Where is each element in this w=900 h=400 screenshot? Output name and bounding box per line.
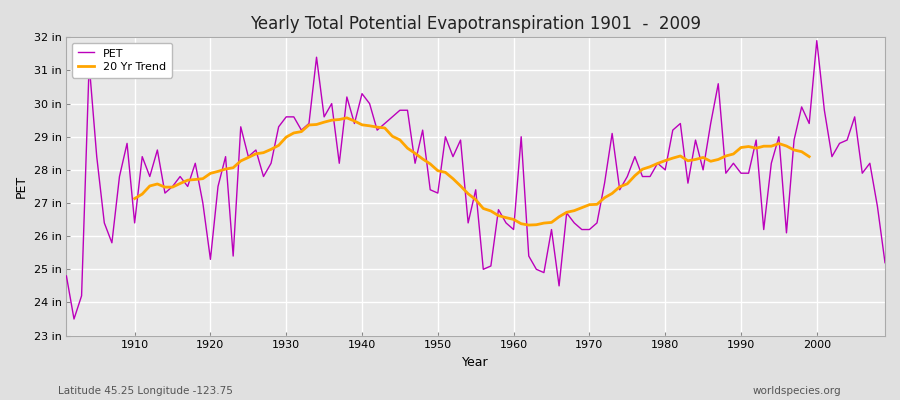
PET	[508, 227, 519, 232]
20 Yr Trend	[334, 117, 345, 122]
20 Yr Trend	[341, 116, 352, 120]
20 Yr Trend	[706, 159, 716, 164]
Text: worldspecies.org: worldspecies.org	[753, 386, 842, 396]
20 Yr Trend	[524, 223, 535, 228]
20 Yr Trend	[804, 154, 814, 159]
Legend: PET, 20 Yr Trend: PET, 20 Yr Trend	[72, 43, 172, 78]
20 Yr Trend	[130, 196, 140, 201]
20 Yr Trend	[720, 154, 731, 158]
PET	[607, 131, 617, 136]
PET	[61, 274, 72, 278]
PET	[68, 317, 79, 322]
20 Yr Trend	[220, 167, 231, 172]
20 Yr Trend	[788, 148, 799, 152]
PET	[296, 128, 307, 132]
Line: 20 Yr Trend: 20 Yr Trend	[135, 118, 809, 225]
Title: Yearly Total Potential Evapotranspiration 1901  -  2009: Yearly Total Potential Evapotranspiratio…	[250, 15, 701, 33]
PET	[130, 220, 140, 225]
Line: PET: PET	[67, 41, 885, 319]
20 Yr Trend	[615, 184, 626, 189]
Text: Latitude 45.25 Longitude -123.75: Latitude 45.25 Longitude -123.75	[58, 386, 233, 396]
X-axis label: Year: Year	[463, 356, 489, 369]
PET	[879, 260, 890, 265]
PET	[812, 38, 823, 43]
PET	[516, 134, 526, 139]
PET	[341, 94, 352, 99]
Y-axis label: PET: PET	[15, 175, 28, 198]
